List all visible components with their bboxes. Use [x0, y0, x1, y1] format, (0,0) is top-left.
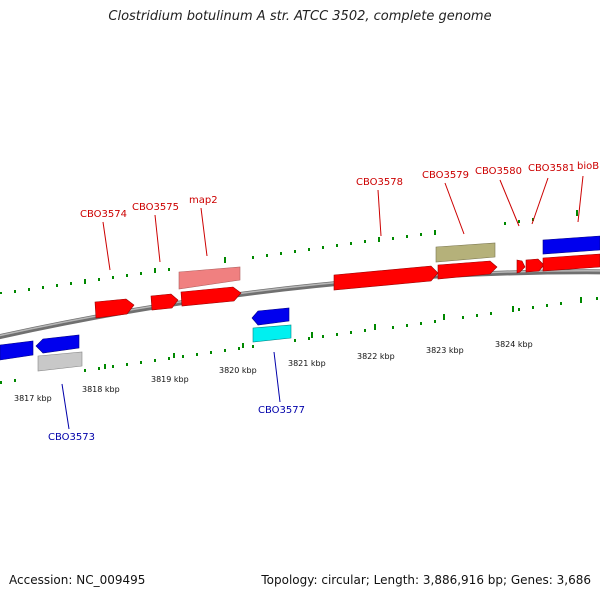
- genome-backbone: [0, 269, 600, 340]
- gene-label-CBO3579: CBO3579: [422, 170, 469, 181]
- accession-label: Accession: NC_009495: [9, 573, 146, 587]
- lower-track-dots: [0, 297, 598, 384]
- gene-label-CBO3578: CBO3578: [356, 177, 403, 188]
- genome-title: Clostridium botulinum A str. ATCC 3502, …: [108, 9, 492, 24]
- gene-CBO3580[interactable]: [516, 259, 526, 274]
- tick-label-3821: 3821 kbp: [288, 359, 326, 368]
- gene-CBO3579[interactable]: [437, 260, 498, 280]
- gene-label-CBO3575: CBO3575: [132, 202, 179, 213]
- tick-label-3824: 3824 kbp: [495, 340, 533, 349]
- gene-label-CBO3573: CBO3573: [48, 432, 95, 443]
- gene-CBO3578[interactable]: [333, 265, 439, 291]
- gene-CBO3575[interactable]: [150, 293, 179, 311]
- gene-CBO3574[interactable]: [94, 298, 135, 319]
- tick-label-3817: 3817 kbp: [14, 394, 52, 403]
- gene-CBO3577[interactable]: [252, 324, 292, 343]
- gene-CBO3579-pseudo[interactable]: [435, 242, 496, 263]
- gene-CBO3573-blue[interactable]: [35, 334, 80, 354]
- kbp-tick-labels: 3817 kbp 3818 kbp 3819 kbp 3820 kbp 3821…: [14, 340, 533, 403]
- tick-label-3823: 3823 kbp: [426, 346, 464, 355]
- upper-track-dots: [0, 210, 578, 294]
- genome-stats-label: Topology: circular; Length: 3,886,916 bp…: [261, 573, 591, 587]
- gene-label-CBO3580: CBO3580: [475, 166, 522, 177]
- gene-label-map2: map2: [189, 195, 218, 206]
- tick-label-3819: 3819 kbp: [151, 375, 189, 384]
- gene-CBO3581[interactable]: [525, 258, 545, 273]
- gene-CBO3573-pseudo[interactable]: [37, 351, 83, 372]
- gene-label-CBO3577: CBO3577: [258, 405, 305, 416]
- tick-label-3818: 3818 kbp: [82, 385, 120, 394]
- gene-label-CBO3574: CBO3574: [80, 209, 127, 220]
- gene-blue-forward-right[interactable]: [542, 235, 600, 255]
- gene-map2-pseudo[interactable]: [178, 266, 241, 290]
- gene-map2[interactable]: [180, 286, 242, 307]
- gene-label-CBO3581: CBO3581: [528, 163, 575, 174]
- label-leader-lines: [61, 175, 584, 430]
- genome-backbone-highlight: [0, 270, 600, 337]
- tick-label-3820: 3820 kbp: [219, 366, 257, 375]
- gene-name-labels: CBO3573 CBO3574 CBO3575 map2 CBO3577 CBO…: [48, 161, 599, 443]
- gene-bioB[interactable]: [542, 253, 600, 272]
- gene-CBO3577-blue[interactable]: [251, 307, 290, 326]
- gene-blue-left-edge[interactable]: [0, 340, 34, 361]
- gene-label-bioB: bioB: [577, 161, 599, 172]
- tick-label-3822: 3822 kbp: [357, 352, 395, 361]
